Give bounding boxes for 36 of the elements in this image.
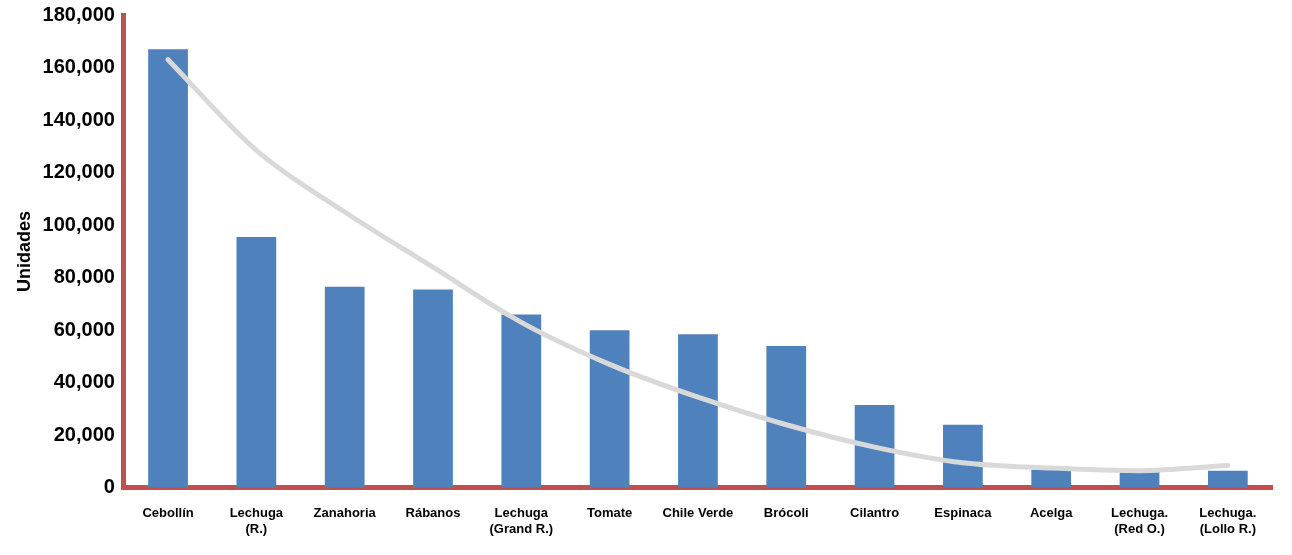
y-tick-label: 140,000 [42,107,115,130]
x-tick-label: Espinaca [934,505,993,521]
bar [943,424,983,488]
x-tick-label: Lechuga. (Lollo R.) [1199,505,1257,536]
x-tick-label: Cebollín [142,505,194,521]
y-tick-label: 120,000 [42,160,115,183]
bar [766,345,807,488]
bar [1031,469,1072,488]
y-tick-label: 0 [103,475,115,498]
x-tick-label: Rábanos [405,505,461,521]
x-tick-label: Acelga [1029,505,1074,521]
x-tick-label: Brócoli [763,505,809,521]
x-tick-label: Tomate [587,505,633,521]
bar [589,330,630,488]
y-tick-label: 160,000 [42,55,115,78]
bar [1207,470,1248,488]
bar [854,405,895,488]
bar [148,49,188,488]
bar [413,289,453,488]
bar [678,334,718,488]
y-tick-label: 180,000 [42,2,115,25]
x-tick-label: Cilantro [850,505,900,521]
bar [324,286,365,488]
bar [236,236,277,488]
y-tick-label: 20,000 [53,422,115,445]
y-tick-label: 100,000 [42,212,115,235]
x-tick-label: Lechuga (Grand R.) [489,505,554,536]
y-tick-label: 60,000 [53,317,115,340]
y-axis-title: Unidades [13,210,34,292]
x-tick-label: Chile Verde [662,505,734,521]
x-tick-label: Zanahoria [313,505,377,521]
x-tick-label: Lechuga (R.) [229,505,284,536]
y-tick-label: 80,000 [53,265,115,288]
y-tick-label: 40,000 [53,370,115,393]
bar [501,314,542,488]
x-tick-label: Lechuga. (Red O.) [1110,505,1169,536]
